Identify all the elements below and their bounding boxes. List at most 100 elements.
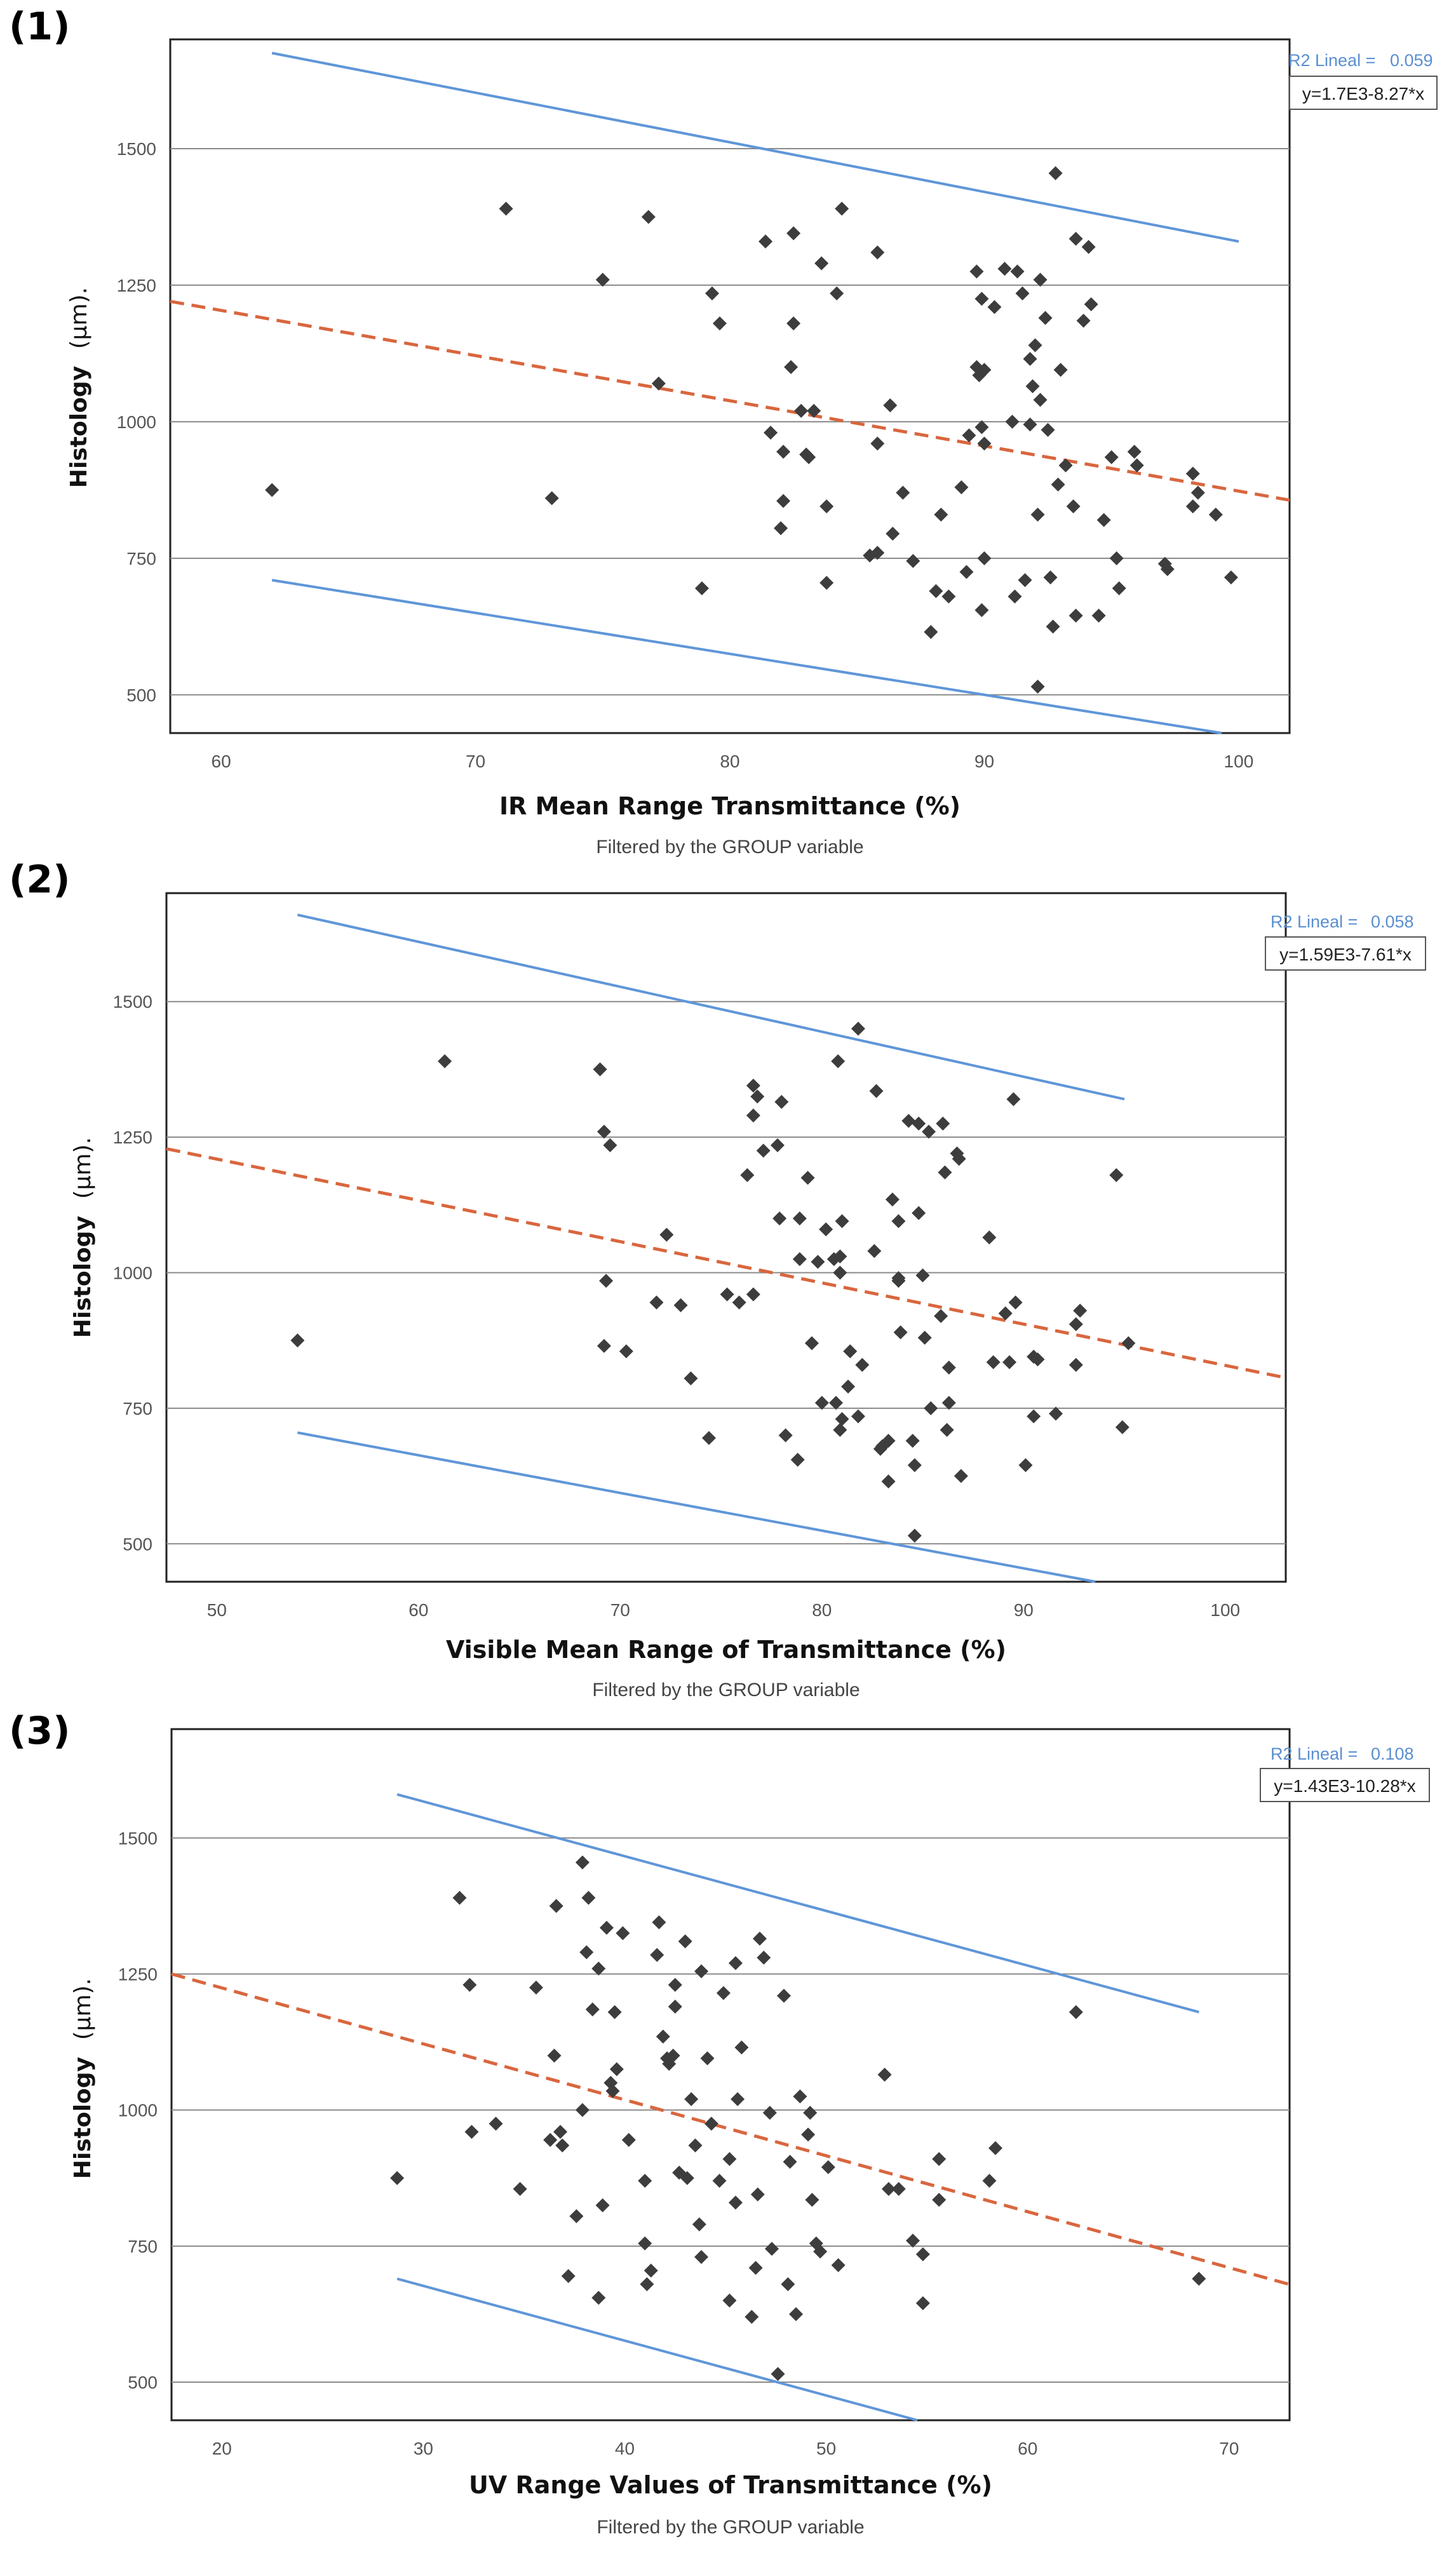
r2-legend: R2 Lineal = 0.059 bbox=[1288, 51, 1433, 70]
data-point bbox=[830, 286, 844, 300]
data-point bbox=[1033, 273, 1048, 287]
data-point bbox=[1030, 679, 1045, 694]
data-point bbox=[789, 2307, 804, 2321]
data-point bbox=[952, 1152, 966, 1166]
data-point bbox=[599, 1920, 614, 1935]
data-point bbox=[640, 2277, 654, 2291]
data-point bbox=[924, 624, 938, 639]
data-point bbox=[704, 2117, 718, 2131]
y-tick-label: 750 bbox=[128, 2237, 158, 2256]
data-point bbox=[1115, 1420, 1129, 1434]
data-point bbox=[750, 2187, 765, 2202]
y-tick-label: 750 bbox=[123, 1399, 152, 1418]
data-point bbox=[1066, 499, 1081, 514]
data-point bbox=[1112, 581, 1126, 596]
data-point bbox=[907, 1528, 922, 1543]
grid-lines bbox=[170, 147, 1290, 696]
x-tick-labels: 60 70 80 90 100 bbox=[212, 751, 1254, 771]
data-point bbox=[1008, 589, 1022, 604]
y-tick-label: 1500 bbox=[118, 1828, 158, 1848]
data-point bbox=[544, 491, 559, 506]
data-point bbox=[595, 2198, 610, 2213]
data-point bbox=[1030, 1352, 1045, 1367]
data-point bbox=[870, 546, 885, 560]
data-point bbox=[1185, 466, 1200, 481]
data-point bbox=[575, 1855, 590, 1869]
data-point bbox=[977, 363, 992, 377]
y-tick-label: 1250 bbox=[117, 276, 156, 295]
y-tick-labels: 500 750 1000 1250 1500 bbox=[113, 992, 152, 1554]
data-point bbox=[1043, 570, 1058, 584]
x-axis-label: IR Mean Range Transmittance (%) bbox=[499, 792, 961, 820]
data-point bbox=[659, 1227, 674, 1242]
data-point bbox=[922, 1124, 936, 1139]
data-point bbox=[974, 292, 989, 306]
data-point bbox=[684, 1371, 698, 1385]
data-point bbox=[896, 485, 910, 500]
data-points bbox=[265, 166, 1238, 694]
data-point bbox=[553, 2124, 568, 2139]
data-point bbox=[1160, 562, 1175, 577]
data-point bbox=[915, 1268, 930, 1283]
data-point bbox=[668, 1999, 682, 2014]
x-tick-label: 40 bbox=[615, 2439, 635, 2458]
data-point bbox=[805, 2193, 819, 2207]
data-point bbox=[1028, 338, 1042, 353]
data-point bbox=[597, 1124, 611, 1139]
data-point bbox=[1033, 393, 1048, 407]
filter-note: Filtered by the GROUP variable bbox=[596, 837, 863, 858]
equation-box: y=1.43E3-10.28*x bbox=[1260, 1768, 1430, 1802]
data-point bbox=[666, 2049, 680, 2063]
r2-value: 0.108 bbox=[1371, 1744, 1414, 1763]
data-point bbox=[1058, 458, 1073, 473]
data-point bbox=[774, 1095, 789, 1109]
data-point bbox=[831, 2258, 846, 2272]
y-tick-labels: 500 750 1000 1250 1500 bbox=[118, 1828, 158, 2392]
data-point bbox=[621, 2132, 636, 2147]
data-point bbox=[941, 1360, 956, 1375]
data-point bbox=[855, 1357, 870, 1372]
plot-frame bbox=[169, 38, 1291, 734]
data-point bbox=[1223, 570, 1238, 584]
data-point bbox=[561, 2268, 576, 2283]
y-axis-label: Histology (μm). bbox=[70, 1137, 96, 1338]
data-point bbox=[1051, 477, 1065, 492]
data-point bbox=[1002, 1355, 1017, 1370]
data-point bbox=[941, 589, 956, 604]
data-point bbox=[821, 2160, 835, 2174]
data-point bbox=[745, 2310, 759, 2324]
data-point bbox=[591, 1961, 606, 1976]
data-point bbox=[772, 1211, 787, 1226]
data-point bbox=[801, 2127, 816, 2142]
data-point bbox=[987, 300, 1002, 314]
data-point bbox=[513, 2181, 527, 2196]
data-point bbox=[833, 1249, 847, 1263]
data-point bbox=[800, 1171, 815, 1185]
data-point bbox=[746, 1108, 760, 1122]
data-point bbox=[694, 2249, 709, 2264]
data-point bbox=[438, 1054, 452, 1068]
data-point bbox=[702, 1431, 717, 1445]
data-point bbox=[940, 1423, 954, 1438]
data-point bbox=[819, 499, 834, 514]
confidence-band bbox=[297, 913, 1125, 1583]
data-point bbox=[803, 2105, 818, 2120]
data-point bbox=[716, 1986, 731, 2000]
regression-line bbox=[166, 1147, 1286, 1380]
data-point bbox=[692, 2217, 706, 2232]
data-point bbox=[1018, 1458, 1033, 1472]
data-point bbox=[841, 1379, 856, 1394]
data-point bbox=[869, 1084, 884, 1098]
data-point bbox=[543, 2132, 558, 2147]
data-point bbox=[1129, 458, 1144, 473]
data-point bbox=[891, 1214, 906, 1229]
data-point bbox=[870, 245, 885, 260]
data-point bbox=[934, 508, 948, 522]
data-point bbox=[1049, 1406, 1063, 1421]
data-point bbox=[802, 450, 816, 464]
data-point bbox=[833, 1265, 847, 1280]
x-tick-label: 60 bbox=[408, 1600, 428, 1620]
data-point bbox=[605, 2084, 620, 2098]
panel-label: (1) bbox=[9, 4, 71, 49]
data-point bbox=[829, 1396, 844, 1410]
